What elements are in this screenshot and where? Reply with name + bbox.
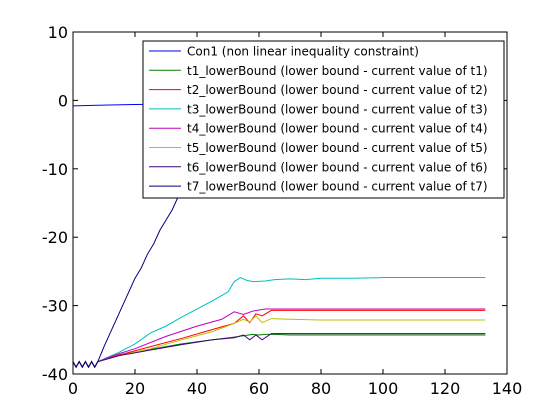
series-line-5: [73, 308, 486, 369]
legend-label-7: t6_lowerBound (lower bound - current val…: [187, 160, 488, 174]
legend-box: [142, 40, 505, 199]
y-tick-label: -10: [42, 160, 68, 179]
x-tick-label: 0: [68, 379, 78, 398]
x-tick-label: 60: [249, 379, 269, 398]
legend-label-6: t5_lowerBound (lower bound - current val…: [187, 141, 488, 155]
legend-label-2: t1_lowerBound (lower bound - current val…: [187, 64, 488, 78]
x-tick-label: 20: [125, 379, 145, 398]
series-line-6: [73, 315, 486, 369]
legend-label-3: t2_lowerBound (lower bound - current val…: [187, 83, 488, 97]
plot-area: [73, 103, 486, 369]
y-tick-label: 10: [48, 23, 68, 42]
legend-label-1: Con1 (non linear inequality constraint): [187, 45, 419, 59]
legend-label-4: t3_lowerBound (lower bound - current val…: [187, 102, 488, 116]
x-tick-label: 140: [492, 379, 523, 398]
y-tick-label: -40: [42, 365, 68, 384]
axes-box: [72, 31, 508, 375]
x-tick-label: 120: [430, 379, 461, 398]
y-tick-label: 0: [58, 91, 68, 110]
legend: Con1 (non linear inequality constraint) t…: [142, 40, 505, 199]
y-tick-label: -30: [42, 297, 68, 316]
y-tick-label: -20: [42, 228, 68, 247]
series-line-8: [73, 183, 182, 369]
legend-label-5: t4_lowerBound (lower bound - current val…: [187, 122, 488, 136]
series-line-4: [73, 276, 486, 369]
x-tick-label: 80: [311, 379, 331, 398]
x-tick-label: 40: [187, 379, 207, 398]
legend-label-8: t7_lowerBound (lower bound - current val…: [187, 180, 488, 194]
x-tick-label: 100: [368, 379, 399, 398]
